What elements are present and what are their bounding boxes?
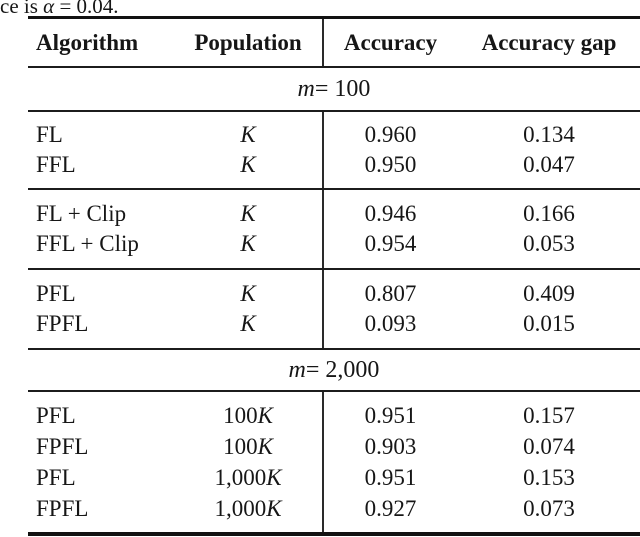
header-accuracy-gap: Accuracy gap — [481, 29, 617, 55]
population-number: 1,000 — [214, 464, 267, 490]
table-row: PFL 1,000K 0.951 0.153 — [28, 462, 640, 493]
section-title-text: = 2,000 — [305, 356, 380, 383]
table-row: FFL + Clip K 0.954 0.053 — [28, 229, 640, 259]
section-title-m2000: m = 2,000 — [28, 350, 640, 390]
population-number: 100 — [223, 433, 258, 459]
table-row: FFL K 0.950 0.047 — [28, 150, 640, 180]
cell-accuracy-gap: 0.409 — [523, 281, 575, 306]
cell-accuracy: 0.951 — [364, 464, 417, 490]
population-variable: K — [240, 122, 256, 147]
caption-fragment: ce is α = 0.04. — [0, 0, 119, 17]
header-accuracy: Accuracy — [343, 29, 438, 55]
column-divider — [322, 190, 324, 268]
rule-below-section-m100 — [28, 110, 640, 112]
cell-population: K — [173, 201, 323, 227]
cell-accuracy-gap: 0.015 — [523, 311, 575, 336]
column-divider — [322, 270, 324, 348]
cell-accuracy-gap: 0.053 — [523, 231, 575, 256]
cell-algorithm: PFL — [36, 402, 76, 428]
cell-accuracy-gap: 0.047 — [523, 152, 575, 177]
population-variable: K — [240, 201, 256, 226]
rule-below-section-m2000 — [28, 390, 640, 392]
table-header-row: Algorithm Population Accuracy Accuracy g… — [28, 19, 640, 66]
cell-population: K — [173, 231, 323, 257]
rule-group-divider — [28, 268, 640, 270]
section-title-text: = 100 — [314, 75, 371, 102]
cell-algorithm: FL — [36, 122, 63, 147]
cell-population: K — [173, 152, 323, 178]
cell-algorithm: PFL — [36, 464, 76, 490]
cell-accuracy: 0.960 — [364, 122, 417, 147]
row-group-clip: FL + Clip K 0.946 0.166 FFL + Clip K 0.9… — [28, 190, 640, 268]
table-row: FPFL 100K 0.903 0.074 — [28, 431, 640, 462]
caption-post: = 0.04. — [54, 0, 119, 18]
rule-top — [28, 16, 640, 19]
table-row: FPFL K 0.093 0.015 — [28, 309, 640, 339]
population-variable: K — [257, 433, 273, 459]
cell-accuracy: 0.903 — [364, 433, 417, 459]
cell-accuracy: 0.951 — [364, 402, 417, 428]
cell-accuracy-gap: 0.166 — [523, 201, 575, 226]
column-divider — [322, 19, 324, 66]
table-row: FPFL 1,000K 0.927 0.073 — [28, 493, 640, 524]
caption-pre: ce is — [0, 0, 44, 18]
rule-group-divider — [28, 188, 640, 190]
rule-above-section-m2000 — [28, 348, 640, 350]
cell-population: K — [173, 281, 323, 307]
cell-population: K — [173, 122, 323, 148]
cell-algorithm: PFL — [36, 281, 76, 306]
cell-accuracy: 0.954 — [364, 231, 417, 256]
row-group-m2000: PFL 100K 0.951 0.157 FPFL 100K 0.903 0.0… — [28, 392, 640, 532]
population-variable: K — [266, 464, 282, 490]
section-title-m100: m = 100 — [28, 68, 640, 110]
table-row: PFL K 0.807 0.409 — [28, 279, 640, 309]
column-divider — [322, 112, 324, 188]
population-variable: K — [240, 281, 256, 306]
cell-accuracy: 0.807 — [364, 281, 417, 306]
cell-accuracy: 0.950 — [364, 152, 417, 177]
table-row: FL + Clip K 0.946 0.166 — [28, 199, 640, 229]
results-table: Algorithm Population Accuracy Accuracy g… — [28, 16, 640, 536]
rule-bottom — [28, 532, 640, 536]
table-row: PFL 100K 0.951 0.157 — [28, 400, 640, 431]
rule-below-header — [28, 66, 640, 68]
cell-algorithm: FPFL — [36, 495, 89, 521]
cell-accuracy-gap: 0.074 — [523, 433, 575, 459]
cell-population: 1,000K — [173, 465, 323, 491]
header-population: Population — [194, 29, 302, 55]
row-group-fl: FL K 0.960 0.134 FFL K 0.950 0.047 — [28, 112, 640, 188]
population-variable: K — [257, 402, 273, 428]
population-number: 1,000 — [214, 495, 267, 521]
cell-algorithm: FPFL — [36, 433, 89, 459]
population-variable: K — [240, 152, 256, 177]
cell-population: 100K — [173, 434, 323, 460]
header-algorithm: Algorithm — [36, 29, 139, 55]
cell-accuracy: 0.946 — [364, 201, 417, 226]
cell-accuracy-gap: 0.134 — [523, 122, 575, 147]
cell-accuracy-gap: 0.153 — [523, 464, 575, 490]
population-variable: K — [266, 495, 282, 521]
cell-algorithm: FL + Clip — [36, 201, 127, 226]
population-variable: K — [240, 311, 256, 336]
cell-population: 1,000K — [173, 496, 323, 522]
m-variable: m — [288, 356, 306, 383]
m-variable: m — [297, 75, 315, 102]
alpha-symbol: α — [43, 0, 55, 18]
population-variable: K — [240, 231, 256, 256]
cell-algorithm: FFL — [36, 152, 76, 177]
cell-accuracy-gap: 0.073 — [523, 495, 575, 521]
cell-population: 100K — [173, 403, 323, 429]
table-row: FL K 0.960 0.134 — [28, 120, 640, 150]
population-number: 100 — [223, 402, 258, 428]
cell-accuracy-gap: 0.157 — [523, 402, 575, 428]
cell-population: K — [173, 311, 323, 337]
cell-accuracy: 0.927 — [364, 495, 417, 521]
row-group-pfl: PFL K 0.807 0.409 FPFL K 0.093 0.015 — [28, 270, 640, 348]
cell-algorithm: FFL + Clip — [36, 231, 139, 256]
cell-accuracy: 0.093 — [364, 311, 417, 336]
column-divider — [322, 392, 324, 532]
cell-algorithm: FPFL — [36, 311, 89, 336]
